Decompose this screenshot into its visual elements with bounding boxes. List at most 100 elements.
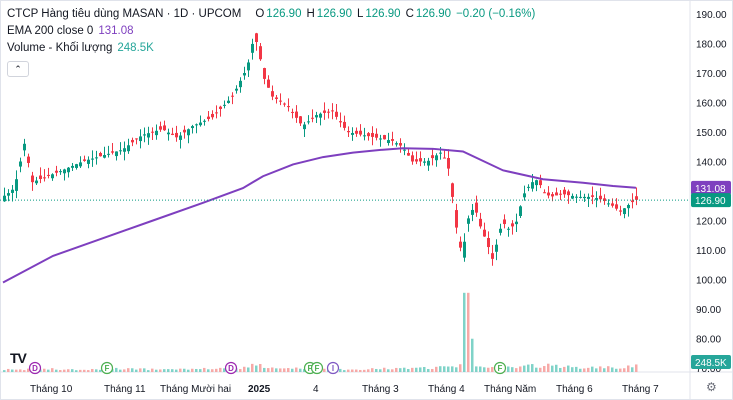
volume-bar (147, 370, 150, 372)
candle-body (107, 153, 110, 155)
event-marker-label: F (315, 364, 320, 373)
x-tick-label: Tháng Năm (484, 384, 536, 395)
candle-body (575, 196, 578, 198)
volume-bar (223, 368, 226, 372)
candle-body (7, 193, 10, 196)
candle-body (411, 155, 414, 162)
candle-body (559, 193, 562, 195)
volume-bar (383, 367, 386, 372)
volume-bar (459, 364, 462, 372)
legend-volume-row[interactable]: Volume - Khối lượng 248.5K (7, 40, 540, 57)
candle-body (275, 97, 278, 99)
volume-bar (183, 368, 186, 372)
y-tick-label: 80.00 (696, 335, 721, 346)
volume-bar (15, 369, 18, 372)
volume-bar (83, 369, 86, 372)
event-marker-label: D (32, 364, 38, 373)
change-value: −0.20 (−0.16%) (456, 8, 536, 20)
volume-bar (19, 369, 22, 372)
candle-body (79, 162, 82, 167)
y-tick-label: 180.00 (696, 40, 727, 51)
event-marker[interactable] (493, 361, 507, 375)
candle-body (371, 133, 374, 137)
volume-bar (179, 368, 182, 372)
y-tick-label: 170.00 (696, 69, 727, 80)
volume-bar (547, 363, 550, 372)
candle-body (155, 130, 158, 136)
legend-ema-row[interactable]: EMA 200 close 0 131.08 (7, 23, 540, 40)
high-value: 126.90 (316, 8, 352, 20)
volume-bar (371, 368, 374, 372)
volume-bar (367, 369, 370, 372)
volume-bar (51, 368, 54, 372)
volume-bar (615, 368, 618, 372)
volume-bar (247, 367, 250, 372)
event-marker[interactable] (310, 361, 324, 375)
candle-body (83, 159, 86, 161)
candle-body (487, 238, 490, 248)
volume-bar (219, 367, 222, 372)
candle-body (479, 218, 482, 227)
candle-body (439, 152, 442, 154)
x-tick-label: Tháng 3 (362, 384, 399, 395)
volume-bar (467, 292, 470, 372)
candle-body (119, 150, 122, 152)
ema-price-tag: 131.08 (695, 184, 726, 195)
volume-tag-bg (691, 355, 731, 369)
candle-body (351, 132, 354, 135)
volume-bar (259, 364, 262, 372)
volume-bar (163, 369, 166, 372)
candle-body (267, 79, 270, 88)
volume-bar (483, 367, 486, 372)
gear-icon[interactable]: ⚙ (706, 380, 717, 394)
volume-bar (127, 368, 130, 372)
candle-body (603, 198, 606, 202)
volume-bar (47, 369, 50, 372)
ema-price-tag-bg (691, 180, 731, 195)
candle-body (403, 149, 406, 151)
candle-body (391, 139, 394, 141)
volume-bar (591, 366, 594, 372)
candle-body (471, 209, 474, 215)
x-tick-label: Tháng 10 (30, 384, 73, 395)
candle-body (215, 112, 218, 114)
candle-body (135, 138, 138, 140)
candle-body (303, 124, 306, 130)
candle-body (99, 152, 102, 157)
candle-body (415, 159, 418, 162)
candle-body (423, 161, 426, 163)
candle-body (583, 196, 586, 199)
volume-bar (579, 368, 582, 372)
event-marker[interactable] (28, 361, 42, 375)
candle-body (331, 110, 334, 112)
chevron-up-icon[interactable]: ⌃ (7, 61, 29, 77)
y-tick-label: 190.00 (696, 10, 727, 21)
candle-body (35, 180, 38, 184)
y-tick-label: 160.00 (696, 99, 727, 110)
volume-bar (599, 366, 602, 372)
tradingview-logo[interactable]: TV (10, 350, 27, 366)
candle-body (547, 192, 550, 196)
volume-bar (139, 368, 142, 372)
candle-body (451, 183, 454, 197)
event-marker-label: D (228, 364, 234, 373)
event-marker[interactable] (100, 361, 114, 375)
volume-bar (363, 369, 366, 372)
candle-body (359, 130, 362, 135)
candle-body (399, 143, 402, 146)
volume-bar (343, 370, 346, 372)
volume-bar (171, 369, 174, 372)
ema-value: 131.08 (98, 25, 134, 37)
candle-body (635, 196, 638, 200)
event-marker[interactable] (224, 361, 238, 375)
candle-body (19, 161, 22, 167)
volume-bar (351, 369, 354, 372)
volume-bar (535, 367, 538, 372)
volume-bar (571, 367, 574, 372)
event-marker[interactable] (326, 361, 340, 375)
volume-bar (55, 369, 58, 372)
symbol-title[interactable]: CTCP Hàng tiêu dùng MASAN · 1D · UPCOM (7, 8, 242, 20)
volume-bar (271, 367, 274, 372)
y-tick-label: 100.00 (696, 276, 727, 287)
